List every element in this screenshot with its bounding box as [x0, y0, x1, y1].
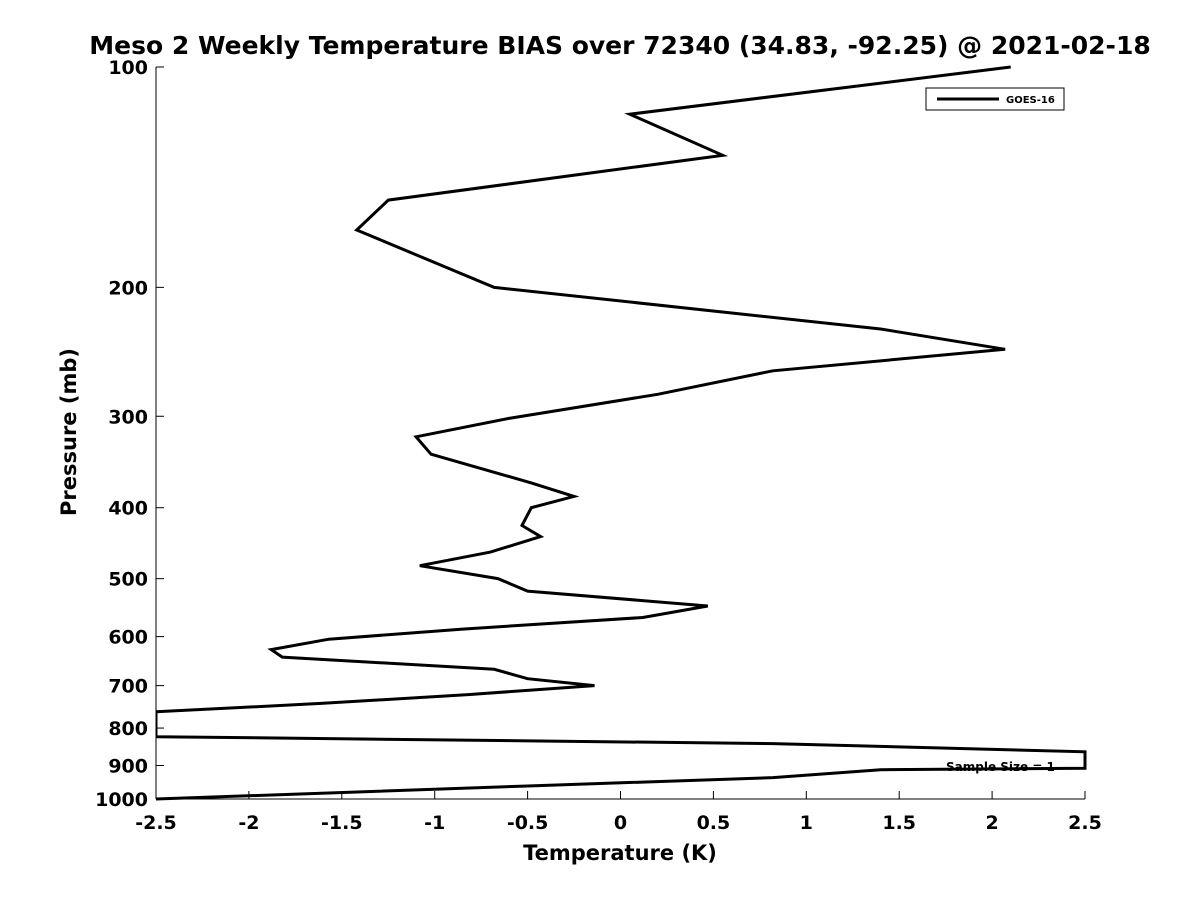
y-tick-label: 200 [108, 277, 148, 299]
x-tick-label: -2 [238, 812, 259, 834]
legend-label: GOES-16 [1006, 95, 1055, 106]
legend: GOES-16 [925, 87, 1065, 111]
x-tick-label: 0 [614, 812, 627, 834]
y-tick-label: 500 [108, 569, 148, 591]
x-tick-label: 1 [800, 812, 813, 834]
x-tick-label: -0.5 [507, 812, 549, 834]
x-tick-label: 0.5 [697, 812, 731, 834]
y-tick-label: 600 [108, 627, 148, 649]
x-tick-label: -1 [424, 812, 445, 834]
y-tick-label: 1000 [95, 789, 148, 811]
y-tick-label: 800 [108, 718, 148, 740]
y-axis-ticks: 100 200 300 400 500 600 700 800 900 1000 [95, 57, 164, 811]
x-tick-label: -1.5 [321, 812, 363, 834]
y-tick-label: 300 [108, 406, 148, 428]
x-axis-ticks: -2.5 -2 -1.5 -1 -0.5 0 0.5 1 1.5 2 2.5 [135, 791, 1102, 834]
y-tick-label: 700 [108, 676, 148, 698]
series-line-1 [156, 65, 1087, 801]
y-tick-label: 100 [108, 57, 148, 79]
series-layer [156, 65, 1087, 801]
sample-size-annotation: Sample Size = 1 [946, 760, 1055, 774]
x-axis-label: Temperature (K) [523, 841, 717, 865]
y-tick-label: 400 [108, 498, 148, 520]
y-axis-label: Pressure (mb) [57, 348, 81, 516]
x-tick-label: 2 [985, 812, 998, 834]
x-tick-label: 1.5 [882, 812, 916, 834]
chart-title: Meso 2 Weekly Temperature BIAS over 7234… [89, 31, 1150, 60]
x-tick-label: 2.5 [1068, 812, 1102, 834]
x-tick-label: -2.5 [135, 812, 177, 834]
plot-area [155, 67, 1085, 800]
y-tick-label: 900 [108, 756, 148, 778]
